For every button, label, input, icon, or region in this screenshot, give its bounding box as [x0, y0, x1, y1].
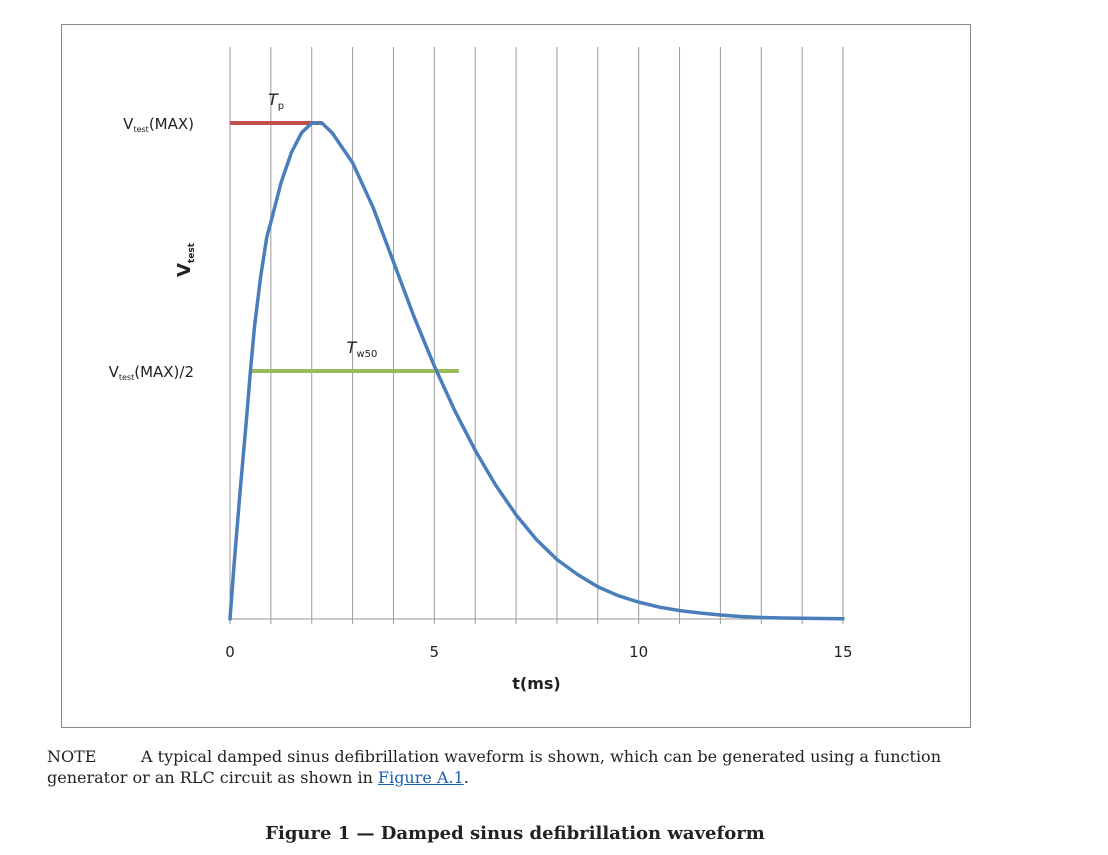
note-end: .	[463, 768, 469, 787]
waveform-chart: 0 5 10 15 t(ms) Vtest Vtest(MAX) Vtest(MAX)/2 Tp…	[109, 47, 853, 693]
annotation-label-subscript: p	[278, 101, 284, 112]
chart-frame: 0 5 10 15 t(ms) Vtest Vtest(MAX) Vtest(MAX)/2 Tp…	[61, 24, 971, 728]
annotation-label-p: Tp	[268, 90, 284, 112]
y-level-label-suffix: (MAX)	[149, 115, 194, 133]
y-level-label-subscript: test	[119, 373, 134, 382]
y-axis-label: Vtest	[174, 242, 197, 277]
annotation-label-w50: Tw50	[347, 338, 378, 360]
y-axis-label-subscript: test	[187, 242, 197, 263]
figure-a1-link[interactable]: Figure A.1	[377, 768, 464, 787]
x-tick-label-15: 15	[833, 643, 852, 661]
y-level-label-0: Vtest(MAX)	[123, 115, 194, 134]
note: NOTE A typical damped sinus defibrillatio…	[47, 746, 1007, 788]
figure-caption: Figure 1 — Damped sinus defibrillation w…	[265, 823, 765, 844]
x-axis-label: t(ms)	[512, 674, 560, 693]
y-level-label-1: Vtest(MAX)/2	[109, 363, 194, 382]
x-tick-label-5: 5	[430, 643, 440, 661]
x-tick-label-0: 0	[225, 643, 235, 661]
x-tick-label-10: 10	[629, 643, 648, 661]
note-label: NOTE	[47, 747, 97, 766]
y-level-label-subscript: test	[133, 125, 148, 134]
note-text: A typical damped sinus defibrillation wa…	[47, 747, 941, 787]
y-level-label-suffix: (MAX)/2	[134, 363, 194, 381]
waveform-series-line-0	[228, 121, 845, 621]
annotation-label-subscript: w50	[356, 349, 377, 360]
